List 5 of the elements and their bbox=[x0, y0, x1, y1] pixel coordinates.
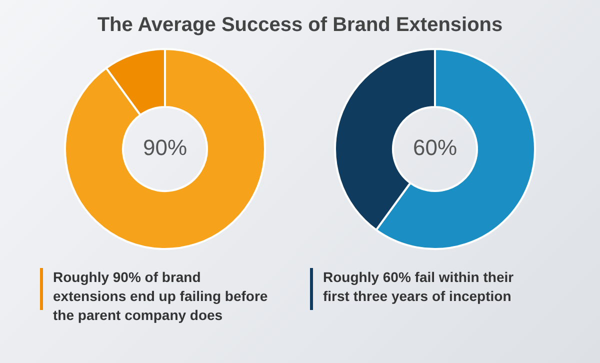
data-label: 90% bbox=[142, 135, 188, 160]
text: Roughly 90% of brand extensions end up failing before the parent company does bbox=[53, 268, 268, 325]
data-label: 60% bbox=[412, 135, 458, 160]
chart-title: The Average Success of Brand Extensions bbox=[96, 14, 504, 38]
text: Roughly 60% fail within their first three years of inception bbox=[323, 268, 515, 306]
